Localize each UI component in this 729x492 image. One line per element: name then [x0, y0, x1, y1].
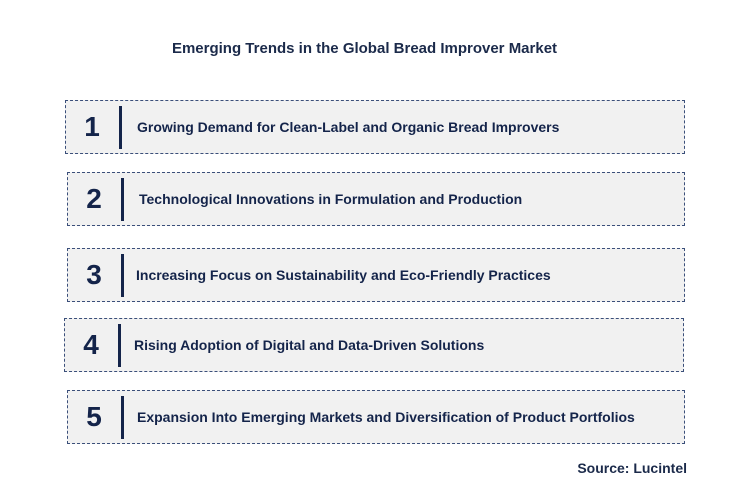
source-credit: Source: Lucintel [577, 460, 687, 476]
trend-item-4: 4 Rising Adoption of Digital and Data-Dr… [64, 318, 684, 372]
trend-divider [121, 396, 124, 439]
trend-divider [121, 254, 124, 297]
trend-label: Rising Adoption of Digital and Data-Driv… [134, 337, 485, 353]
trend-divider [118, 324, 121, 367]
trend-number: 3 [86, 259, 102, 290]
trend-label: Technological Innovations in Formulation… [139, 191, 523, 207]
trend-label: Growing Demand for Clean-Label and Organ… [137, 119, 560, 135]
trend-label: Increasing Focus on Sustainability and E… [136, 267, 551, 283]
trend-number: 4 [83, 329, 99, 360]
trend-number: 2 [86, 183, 102, 214]
trend-item-2: 2 Technological Innovations in Formulati… [67, 172, 685, 226]
trend-item-1: 1 Growing Demand for Clean-Label and Org… [65, 100, 685, 154]
trend-divider [119, 106, 122, 149]
trend-item-3: 3 Increasing Focus on Sustainability and… [67, 248, 685, 302]
trend-item-5: 5 Expansion Into Emerging Markets and Di… [67, 390, 685, 444]
trend-number: 5 [86, 401, 102, 432]
trend-divider [121, 178, 124, 221]
trend-number: 1 [84, 111, 100, 142]
diagram-title: Emerging Trends in the Global Bread Impr… [171, 40, 558, 57]
trend-label: Expansion Into Emerging Markets and Dive… [137, 409, 635, 425]
